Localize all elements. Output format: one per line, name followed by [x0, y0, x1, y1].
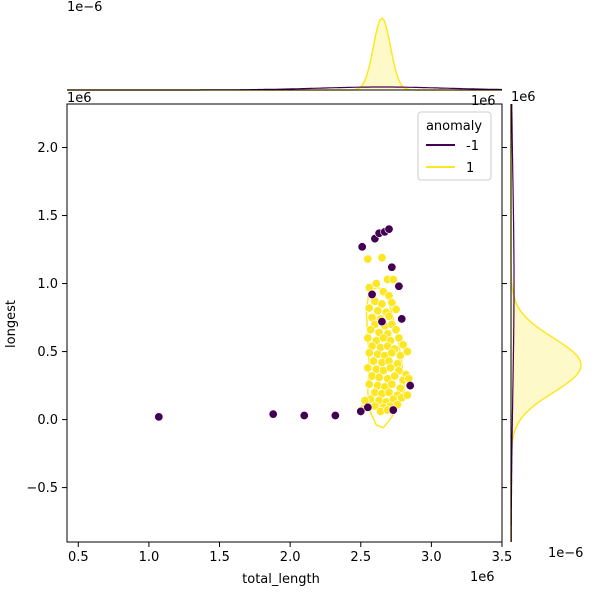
top-marginal: 1e−6 — [67, 0, 502, 91]
y-tick-label: 0.5 — [37, 345, 58, 360]
x-tick-label: 2.5 — [350, 550, 371, 565]
y-tick-label: 2.0 — [37, 141, 58, 156]
x-tick-label: 0.5 — [68, 550, 89, 565]
top-density-fill-1 — [67, 18, 502, 91]
point-anomaly-minus1 — [363, 402, 373, 412]
y-tick-label: −0.5 — [26, 481, 58, 496]
y-axis-label: longest — [4, 300, 19, 348]
point-anomaly-minus1 — [330, 410, 340, 420]
legend-label-minus1: -1 — [466, 139, 479, 154]
point-anomaly-1 — [385, 363, 395, 373]
point-anomaly-1 — [374, 372, 384, 382]
point-anomaly-minus1 — [299, 410, 309, 420]
right-density-fill-1 — [511, 104, 581, 542]
right-marginal-density — [510, 104, 582, 542]
point-anomaly-minus1 — [384, 224, 394, 234]
point-anomaly-minus1 — [405, 381, 415, 391]
x-tick-label: 2.0 — [280, 550, 301, 565]
point-anomaly-1 — [395, 351, 405, 361]
point-anomaly-1 — [387, 348, 397, 358]
x-axis-label: total_length — [242, 572, 320, 587]
plot-frame — [66, 103, 503, 543]
point-anomaly-1 — [387, 298, 397, 308]
point-anomaly-1 — [402, 390, 412, 400]
point-anomaly-1 — [384, 387, 394, 397]
point-anomaly-1 — [364, 348, 374, 358]
point-anomaly-1 — [363, 333, 373, 343]
point-anomaly-1 — [373, 306, 383, 316]
point-anomaly-minus1 — [397, 314, 407, 324]
point-anomaly-1 — [368, 356, 378, 366]
point-anomaly-1 — [363, 363, 373, 373]
point-anomaly-1 — [377, 299, 387, 309]
point-anomaly-1 — [364, 379, 374, 389]
y-multiplier-label: 1e6 — [67, 91, 92, 106]
x-tick-label: 1.5 — [209, 550, 230, 565]
legend: anomaly -1 1 — [417, 111, 492, 181]
point-anomaly-1 — [390, 371, 400, 381]
x-multiplier-label: 1e6 — [470, 570, 495, 585]
point-anomaly-1 — [384, 311, 394, 321]
point-anomaly-1 — [398, 340, 408, 350]
right-density-line-minus1 — [510, 104, 515, 542]
top-right-multiplier-label: 1e6 — [471, 94, 496, 109]
y-axis-ticks: −0.5 0.0 0.5 1.0 1.5 2.0 — [26, 141, 67, 496]
right-marginal-multiplier: 1e−6 — [548, 546, 583, 561]
y-tick-label: 0.0 — [37, 413, 58, 428]
top-marginal-multiplier: 1e−6 — [67, 0, 102, 15]
point-anomaly-minus1 — [394, 281, 404, 291]
point-anomaly-1 — [388, 274, 398, 284]
point-anomaly-minus1 — [357, 242, 367, 252]
x-tick-label: 1.0 — [139, 550, 160, 565]
x-tick-label: 3.0 — [421, 550, 442, 565]
point-anomaly-minus1 — [367, 289, 377, 299]
top-marginal-density — [67, 17, 502, 91]
legend-label-1: 1 — [466, 161, 474, 176]
point-anomaly-minus1 — [268, 409, 278, 419]
point-anomaly-1 — [402, 347, 412, 357]
x-tick-label: 3.5 — [492, 550, 513, 565]
scatter-points — [154, 224, 415, 422]
y-tick-label: 1.0 — [37, 277, 58, 292]
point-anomaly-minus1 — [154, 412, 164, 422]
point-anomaly-1 — [364, 303, 374, 313]
point-anomaly-1 — [394, 333, 404, 343]
point-anomaly-1 — [391, 304, 401, 314]
point-anomaly-1 — [391, 325, 401, 335]
right-marginal: 1e−6 — [502, 104, 583, 561]
right-marginal-ticks — [502, 147, 507, 489]
point-anomaly-minus1 — [377, 317, 387, 327]
y-tick-label: 1.5 — [37, 209, 58, 224]
point-anomaly-1 — [363, 254, 373, 264]
point-anomaly-minus1 — [388, 405, 398, 415]
legend-title: anomaly — [426, 119, 482, 134]
point-anomaly-minus1 — [387, 262, 397, 272]
main-axes: 0.5 1.0 1.5 2.0 2.5 3.0 3.5 −0.5 0.0 0.5 1.0 1.5 2.… — [4, 90, 536, 587]
point-anomaly-1 — [387, 379, 397, 389]
right-marginal-top-multiplier: 1e6 — [511, 90, 536, 105]
point-anomaly-minus1 — [356, 406, 366, 416]
point-anomaly-1 — [371, 279, 381, 289]
point-anomaly-1 — [377, 253, 387, 263]
top-density-line-1 — [67, 17, 502, 91]
x-axis-ticks: 0.5 1.0 1.5 2.0 2.5 3.0 3.5 — [68, 542, 512, 565]
point-anomaly-1 — [366, 325, 376, 335]
